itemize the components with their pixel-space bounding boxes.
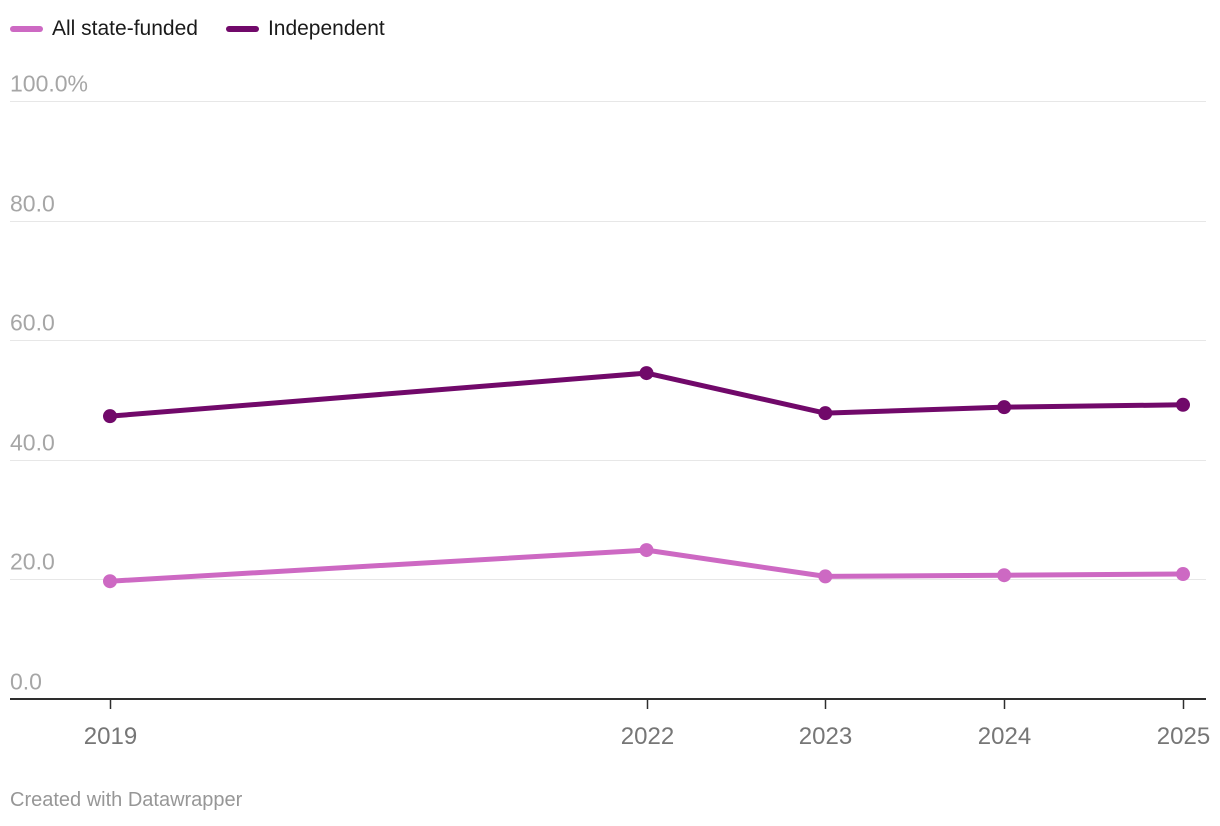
point-all-state-funded-2023 bbox=[818, 569, 833, 584]
y-tick-label-60: 60.0 bbox=[10, 310, 55, 336]
point-independent-2023 bbox=[818, 406, 833, 421]
point-all-state-funded-2025 bbox=[1176, 567, 1190, 582]
point-independent-2022 bbox=[639, 366, 654, 381]
x-tick-label-2019: 2019 bbox=[84, 723, 137, 750]
legend-swatch-independent bbox=[225, 25, 259, 32]
point-independent-2025 bbox=[1176, 397, 1190, 412]
point-all-state-funded-2024 bbox=[997, 568, 1012, 583]
legend-swatch-all-state-funded bbox=[10, 25, 43, 32]
point-all-state-funded-2022 bbox=[639, 543, 654, 558]
legend-item-independent: Independent bbox=[225, 17, 385, 40]
y-tick-label-80: 80.0 bbox=[10, 191, 55, 217]
y-tick-label-40: 40.0 bbox=[10, 430, 55, 456]
x-tick-label-2023: 2023 bbox=[799, 723, 852, 750]
y-tick-label-0: 0.0 bbox=[10, 669, 42, 695]
legend: All state-funded Independent bbox=[10, 18, 385, 39]
legend-item-all-state-funded: All state-funded bbox=[10, 18, 198, 39]
x-tick-label-2025: 2025 bbox=[1157, 723, 1210, 750]
point-all-state-funded-2019 bbox=[103, 574, 117, 589]
datawrapper-credit[interactable]: Created with Datawrapper bbox=[10, 789, 243, 811]
legend-label-independent: Independent bbox=[267, 17, 385, 40]
x-tick-label-2024: 2024 bbox=[978, 723, 1031, 750]
legend-label-all-state-funded: All state-funded bbox=[52, 17, 198, 40]
y-tick-label-20: 20.0 bbox=[10, 549, 55, 575]
point-independent-2024 bbox=[997, 400, 1012, 415]
point-independent-2019 bbox=[103, 409, 117, 424]
x-tick-label-2022: 2022 bbox=[621, 723, 674, 750]
y-tick-label-100: 100.0% bbox=[10, 71, 88, 97]
